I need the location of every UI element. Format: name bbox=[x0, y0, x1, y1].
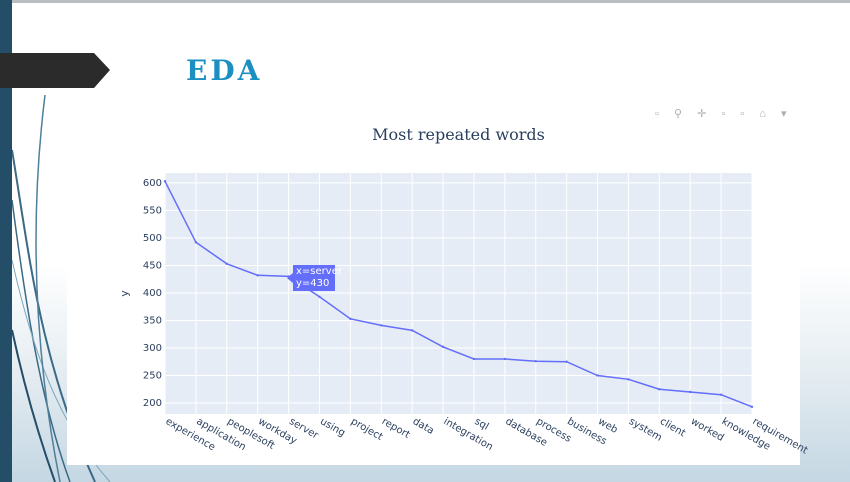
tooltip-arrow bbox=[287, 272, 294, 284]
x-tick-label: sql bbox=[472, 416, 490, 433]
data-point[interactable] bbox=[750, 405, 754, 409]
y-tick-label: 300 bbox=[143, 343, 162, 354]
x-tick-label: system bbox=[627, 416, 664, 444]
data-point[interactable] bbox=[565, 360, 568, 363]
data-point[interactable] bbox=[689, 390, 692, 394]
data-point[interactable] bbox=[349, 317, 352, 321]
data-point[interactable] bbox=[658, 388, 661, 391]
y-tick-label: 250 bbox=[143, 370, 162, 381]
y-tick-label: 400 bbox=[143, 288, 162, 299]
data-point[interactable] bbox=[719, 393, 723, 396]
data-point[interactable] bbox=[318, 295, 321, 299]
slide-title: EDA bbox=[186, 54, 263, 87]
data-point[interactable] bbox=[472, 357, 476, 361]
chart-modebar[interactable]: ▫ ⚲ ✛ ▫ ▫ ⌂ ▾ bbox=[655, 108, 793, 120]
data-point[interactable] bbox=[194, 241, 198, 244]
x-tick-label: data bbox=[411, 416, 436, 437]
data-point[interactable] bbox=[256, 274, 259, 277]
y-tick-label: 200 bbox=[143, 398, 162, 409]
y-tick-label: 350 bbox=[143, 315, 162, 326]
data-point[interactable] bbox=[627, 378, 630, 381]
x-tick-label: worked bbox=[689, 416, 726, 444]
x-tick-label: project bbox=[349, 416, 385, 443]
data-point[interactable] bbox=[534, 359, 537, 363]
data-point[interactable] bbox=[225, 262, 228, 265]
hover-tooltip: x=server y=430 bbox=[293, 265, 342, 291]
data-point[interactable] bbox=[380, 324, 383, 327]
data-point[interactable] bbox=[441, 345, 445, 349]
tooltip-y: y=430 bbox=[296, 278, 330, 289]
data-point[interactable] bbox=[163, 180, 167, 183]
y-tick-label: 500 bbox=[143, 233, 162, 244]
tooltip-x: x=server bbox=[296, 266, 342, 277]
series-line bbox=[164, 180, 753, 408]
y-axis-label: y bbox=[118, 290, 131, 297]
data-point[interactable] bbox=[503, 357, 507, 361]
left-accent-bar bbox=[0, 0, 12, 482]
y-tick-label: 550 bbox=[143, 205, 162, 216]
y-tick-label: 600 bbox=[143, 178, 162, 189]
data-point[interactable] bbox=[596, 374, 599, 377]
title-tab-shape bbox=[0, 53, 110, 88]
y-tick-label: 450 bbox=[143, 260, 162, 271]
plot-area bbox=[165, 173, 752, 414]
x-tick-label: report bbox=[380, 416, 412, 441]
top-border bbox=[0, 0, 850, 3]
x-tick-label: using bbox=[318, 416, 347, 439]
data-point[interactable] bbox=[410, 329, 414, 332]
chart-title: Most repeated words bbox=[372, 125, 545, 144]
